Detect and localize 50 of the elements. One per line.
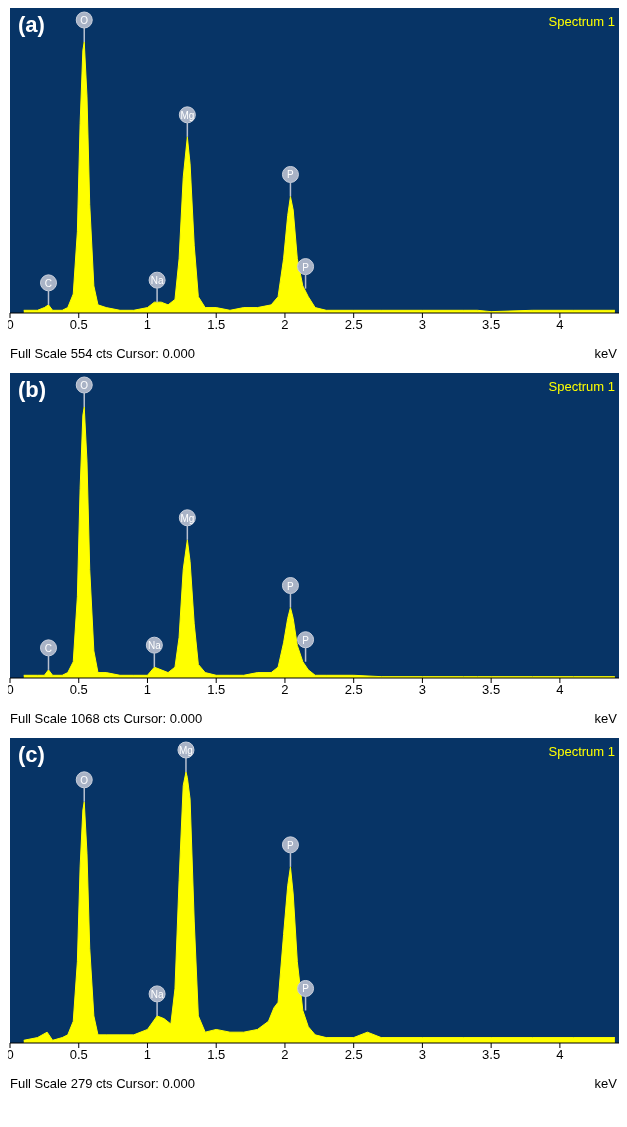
x-tick-label: 2.5	[344, 682, 363, 698]
annotation: Mg	[179, 745, 193, 756]
x-tick-label: 4	[556, 1047, 564, 1063]
annotation: P	[302, 634, 310, 646]
annotation: P	[287, 580, 295, 592]
text: Spectrum 1	[548, 744, 615, 759]
annotation: O	[80, 774, 89, 786]
text: Spectrum 1	[548, 379, 615, 394]
x-tick-label: 3.5	[482, 1047, 501, 1063]
annotation: C	[44, 642, 53, 654]
chart-title: (c)	[18, 742, 45, 768]
x-tick-label: 0.5	[69, 317, 88, 333]
text: Full Scale 1068 cts Cursor: 0.000	[10, 711, 203, 726]
x-tick-label: 1	[143, 317, 152, 333]
x-tick-label: 4	[556, 317, 564, 333]
x-tick-label: 1.5	[207, 1047, 226, 1063]
x-tick-label: 1	[143, 1047, 152, 1063]
text: Spectrum 1	[548, 14, 615, 29]
chart-title: (b)	[18, 377, 47, 403]
x-axis-title: keV	[594, 711, 617, 726]
x-axis-title: keV	[594, 1076, 617, 1091]
annotation: C	[44, 277, 53, 289]
annotation: O	[80, 15, 89, 26]
x-axis-title: keV	[594, 346, 617, 361]
x-tick-label: 2	[281, 1047, 289, 1063]
annotation: O	[80, 380, 89, 391]
x-tick-label: 2.5	[344, 317, 363, 333]
x-tick-label: 0.5	[69, 1047, 88, 1063]
x-tick-label: 1	[143, 682, 152, 698]
x-tick-label: 1.5	[207, 317, 226, 333]
x-tick-label: 0.5	[69, 682, 88, 698]
x-tick-label: 3.5	[482, 682, 501, 698]
annotation: P	[302, 261, 310, 273]
x-tick-label: 3.5	[482, 317, 501, 333]
text: Full Scale 279 cts Cursor: 0.000	[10, 1076, 195, 1091]
x-tick-label: 2	[281, 682, 289, 698]
annotation: P	[287, 839, 295, 851]
annotation: P	[287, 169, 295, 181]
x-tick-label: 3	[418, 317, 427, 333]
x-tick-label: 1.5	[207, 682, 226, 698]
annotation: P	[302, 983, 310, 995]
x-tick-label: 3	[418, 1047, 427, 1063]
x-tick-label: 3	[418, 682, 427, 698]
x-tick-label: 4	[556, 682, 564, 698]
text: Full Scale 554 cts Cursor: 0.000	[10, 346, 195, 361]
annotation: Na	[150, 275, 164, 287]
annotation: Na	[147, 640, 162, 652]
chart-title: (a)	[18, 12, 45, 38]
x-tick-label: 2.5	[344, 1047, 363, 1063]
x-tick-label: 2	[281, 317, 289, 333]
